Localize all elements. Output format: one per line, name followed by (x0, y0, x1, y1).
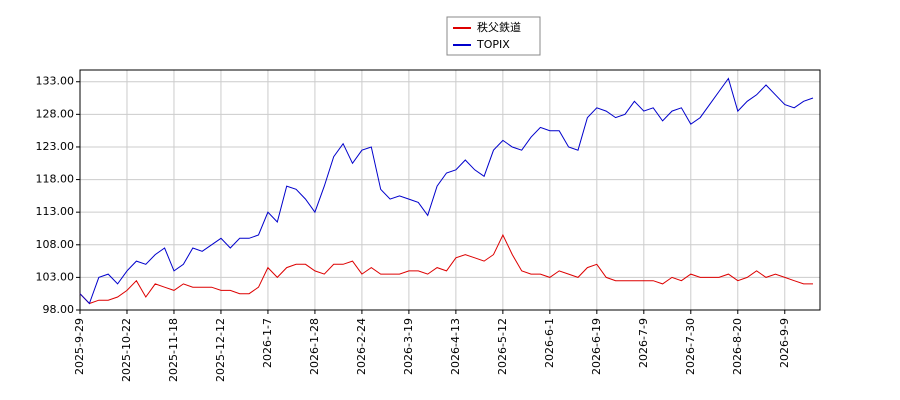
x-tick-label: 2026-3-19 (402, 318, 415, 375)
x-tick-label: 2026-6-19 (590, 318, 603, 375)
x-tick-label: 2026-1-28 (308, 318, 321, 375)
legend-label: 秩父鉄道 (477, 20, 521, 34)
legend-box (446, 16, 541, 56)
x-tick-label: 2026-9-9 (778, 318, 791, 368)
series-line (79, 77, 814, 305)
x-tick-label: 2025-12-12 (214, 318, 227, 382)
x-tick-label: 2026-2-24 (355, 318, 368, 375)
x-tick-label: 2026-7-30 (684, 318, 697, 375)
x-tick-label: 2025-10-22 (120, 318, 133, 382)
x-tick-label: 2025-11-18 (167, 318, 180, 382)
y-tick-label: 123.00 (36, 140, 75, 153)
x-tick-label: 2026-4-13 (449, 318, 462, 375)
y-tick-label: 113.00 (36, 205, 75, 218)
y-tick-label: 98.00 (43, 303, 75, 316)
y-tick-label: 108.00 (36, 238, 75, 251)
legend-label: TOPIX (476, 38, 510, 51)
x-tick-label: 2025-9-29 (73, 318, 86, 375)
x-tick-label: 2026-8-20 (731, 318, 744, 375)
plot-frame (79, 69, 821, 311)
x-tick-label: 2026-7-9 (637, 318, 650, 368)
y-tick-label: 118.00 (36, 173, 75, 186)
x-tick-label: 2026-1-7 (261, 318, 274, 368)
y-tick-label: 133.00 (36, 75, 75, 88)
series-line (79, 233, 813, 305)
x-tick-label: 2026-5-12 (496, 318, 509, 375)
y-tick-label: 103.00 (36, 270, 75, 283)
x-tick-label: 2026-6-1 (543, 318, 556, 368)
y-tick-label: 128.00 (36, 107, 75, 120)
